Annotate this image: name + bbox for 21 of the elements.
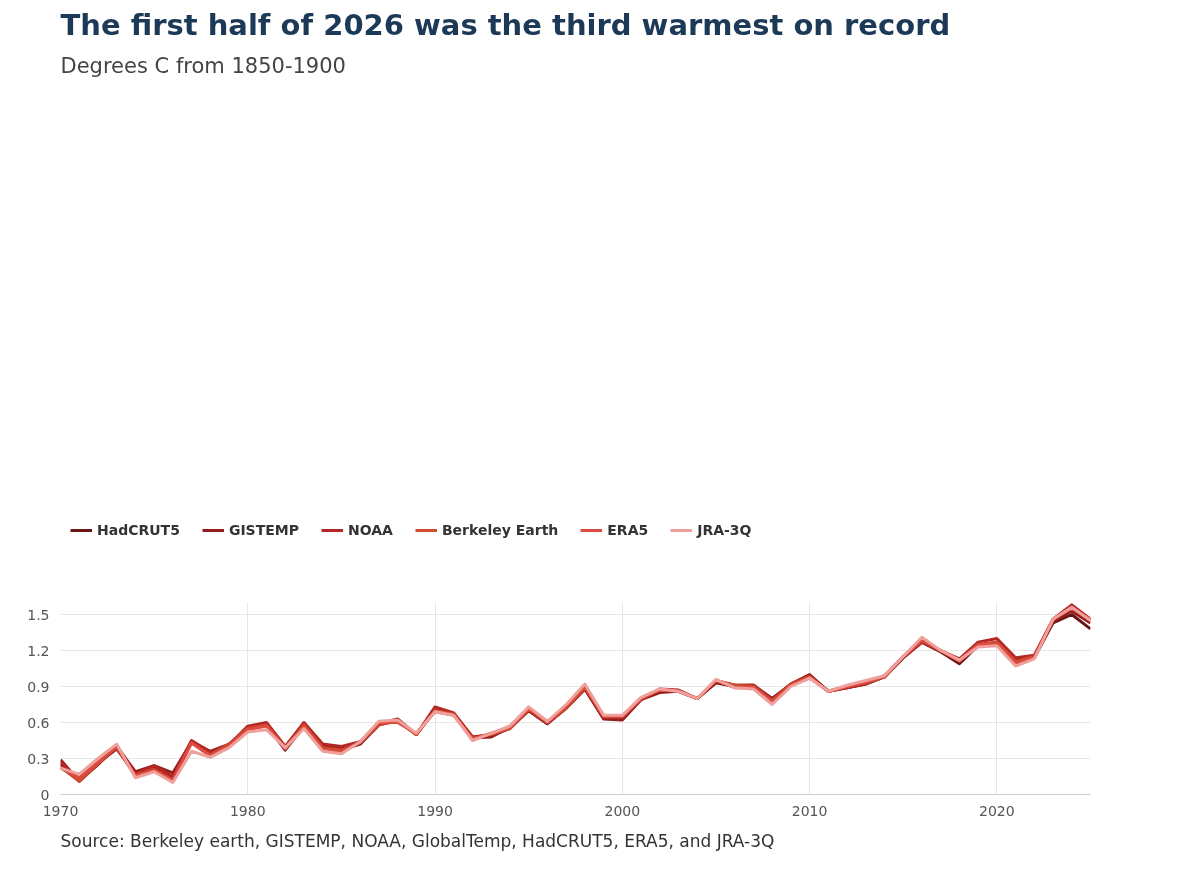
legend-label: NOAA [348, 521, 393, 538]
legend-label: GISTEMP [228, 521, 299, 538]
legend-label: Berkeley Earth [441, 521, 559, 538]
x-tick-label: 2000 [604, 802, 641, 819]
y-tick-label: 0.3 [27, 750, 50, 767]
x-tick-label: 2020 [979, 802, 1015, 819]
y-tick-label: 0.6 [27, 714, 50, 731]
chart-title: The first half of 2026 was the third warmest on record [60, 7, 951, 42]
chart-subtitle: Degrees C from 1850-1900 [60, 53, 346, 78]
legend-label: ERA5 [607, 521, 649, 538]
legend-label: HadCRUT5 [97, 521, 180, 538]
y-tick-label: 0 [40, 786, 50, 803]
x-tick-label: 1990 [417, 802, 453, 819]
x-tick-label: 2010 [791, 802, 828, 819]
x-tick-label: 1970 [42, 802, 79, 819]
legend-label: JRA-3Q [697, 521, 752, 538]
y-tick-label: 1.5 [27, 606, 50, 623]
x-tick-label: 1980 [229, 802, 266, 819]
source-note: Source: Berkeley earth, GISTEMP, NOAA, GlobalTemp, HadCRUT5, ERA5, and JRA-3Q [60, 830, 775, 851]
y-tick-label: 1.2 [27, 642, 50, 659]
y-tick-label: 0.9 [27, 678, 50, 695]
